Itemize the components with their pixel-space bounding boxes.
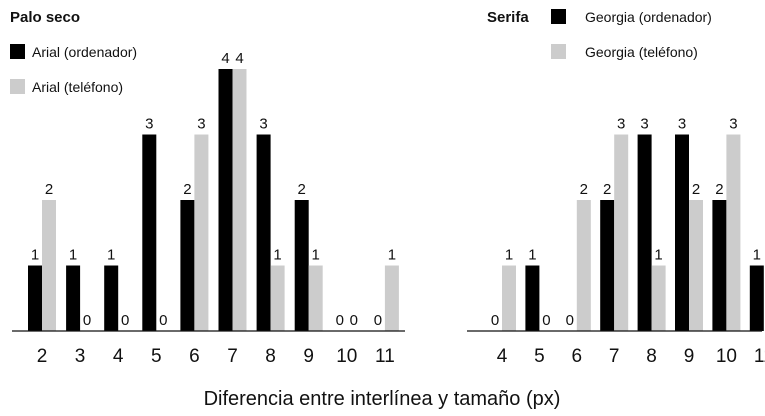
data-label-arial-ordenador-7: 4 <box>221 50 229 67</box>
data-label-arial-ordenador-8: 3 <box>259 116 267 133</box>
chart-right-title: Serifa <box>487 9 529 26</box>
x-tick-label-4: 4 <box>497 346 508 367</box>
x-tick-label-7: 7 <box>609 346 620 367</box>
data-label-arial-telefono-7: 4 <box>235 50 243 67</box>
data-label-arial-ordenador-11: 0 <box>374 312 382 329</box>
x-tick-label-6: 6 <box>189 346 200 367</box>
x-tick-label-3: 3 <box>75 346 86 367</box>
data-label-georgia-ordenador-6: 0 <box>566 312 574 329</box>
bar-georgia-ordenador-5 <box>525 265 540 331</box>
bar-georgia-ordenador-9 <box>675 134 689 331</box>
bar-georgia-telefono-7 <box>614 134 629 331</box>
legend-label-georgia-ordenador: Georgia (ordenador) <box>585 9 712 25</box>
x-tick-label-9: 9 <box>303 346 314 367</box>
bar-arial-ordenador-2 <box>28 265 42 331</box>
data-label-georgia-telefono-6: 2 <box>580 181 588 198</box>
bar-arial-ordenador-4 <box>104 265 119 331</box>
x-axis-label: Diferencia entre interlínea y tamaño (px… <box>204 388 561 410</box>
data-label-georgia-ordenador-5: 1 <box>528 247 536 264</box>
data-label-georgia-ordenador-7: 2 <box>603 181 611 198</box>
data-label-arial-telefono-5: 0 <box>159 312 167 329</box>
chart-left-legend: Arial (ordenador) Arial (teléfono) <box>10 44 137 95</box>
bar-arial-ordenador-9 <box>294 200 309 331</box>
legend-label-georgia-telefono: Georgia (teléfono) <box>585 44 698 60</box>
data-label-georgia-ordenador-4: 0 <box>491 312 499 329</box>
x-tick-label-4: 4 <box>113 346 124 367</box>
data-label-arial-telefono-2: 2 <box>45 181 53 198</box>
bar-georgia-ordenador-10 <box>712 200 727 331</box>
data-label-georgia-telefono-9: 2 <box>692 181 700 198</box>
chart-left-title: Palo seco <box>10 9 80 26</box>
x-tick-label-8: 8 <box>265 346 276 367</box>
x-tick-label-11: 11 <box>375 346 395 367</box>
bar-arial-ordenador-6 <box>180 200 195 331</box>
chart-right: Serifa Georgia (ordenador) Georgia (telé… <box>467 9 765 367</box>
data-label-arial-telefono-4: 0 <box>121 312 129 329</box>
data-label-arial-ordenador-2: 1 <box>31 247 39 264</box>
bar-georgia-telefono-6 <box>576 200 591 331</box>
bar-georgia-telefono-4 <box>502 265 516 331</box>
data-label-arial-telefono-3: 0 <box>83 312 91 329</box>
data-label-arial-ordenador-5: 3 <box>145 116 153 133</box>
x-tick-label-10: 10 <box>336 346 357 367</box>
data-label-georgia-telefono-5: 0 <box>542 312 550 329</box>
bar-arial-ordenador-7 <box>218 69 233 331</box>
bar-georgia-telefono-9 <box>689 200 703 331</box>
x-tick-label-9: 9 <box>684 346 695 367</box>
data-label-arial-ordenador-10: 0 <box>336 312 344 329</box>
data-label-arial-telefono-9: 1 <box>312 247 320 264</box>
legend-swatch-arial-telefono <box>10 79 25 94</box>
data-label-georgia-telefono-10: 3 <box>729 116 737 133</box>
data-label-arial-telefono-8: 1 <box>273 247 281 264</box>
data-label-arial-ordenador-6: 2 <box>183 181 191 198</box>
chart-left: Palo seco Arial (ordenador) Arial (teléf… <box>10 9 405 367</box>
chart-right-bars: 0110022331322310 <box>491 116 764 331</box>
x-tick-label-10: 10 <box>716 346 737 367</box>
legend-swatch-georgia-ordenador <box>551 9 566 24</box>
bar-arial-telefono-6 <box>194 134 209 331</box>
x-tick-label-5: 5 <box>534 346 545 367</box>
data-label-arial-telefono-10: 0 <box>350 312 358 329</box>
data-label-arial-telefono-6: 3 <box>197 116 205 133</box>
x-tick-label-11: 11 <box>754 346 765 367</box>
x-tick-label-6: 6 <box>572 346 583 367</box>
data-label-arial-ordenador-9: 2 <box>298 181 306 198</box>
legend-swatch-georgia-telefono <box>551 44 566 59</box>
legend-label-arial-ordenador: Arial (ordenador) <box>32 44 137 60</box>
data-label-arial-ordenador-4: 1 <box>107 247 115 264</box>
bar-arial-telefono-7 <box>232 69 247 331</box>
chart-right-legend: Georgia (ordenador) Georgia (teléfono) <box>551 9 712 60</box>
data-label-georgia-ordenador-11: 1 <box>753 247 761 264</box>
data-label-arial-ordenador-3: 1 <box>69 247 77 264</box>
bar-arial-telefono-11 <box>384 265 399 331</box>
bar-arial-telefono-8 <box>270 265 285 331</box>
chart-right-tick-labels: 4 5 6 7 8 9 10 11 <box>497 346 765 367</box>
data-label-georgia-telefono-8: 1 <box>654 247 662 264</box>
x-tick-label-2: 2 <box>37 346 48 367</box>
bar-georgia-telefono-10 <box>726 134 741 331</box>
bar-georgia-ordenador-7 <box>600 200 615 331</box>
legend-swatch-arial-ordenador <box>10 44 25 59</box>
x-tick-label-5: 5 <box>151 346 162 367</box>
bar-georgia-telefono-8 <box>651 265 666 331</box>
bar-arial-ordenador-3 <box>66 265 81 331</box>
data-label-georgia-ordenador-8: 3 <box>640 116 648 133</box>
bar-georgia-ordenador-11 <box>749 265 764 331</box>
bar-arial-ordenador-8 <box>256 134 271 331</box>
data-label-arial-telefono-11: 1 <box>388 247 396 264</box>
x-tick-label-7: 7 <box>227 346 238 367</box>
chart-left-tick-labels: 2 3 4 5 6 7 8 9 10 11 <box>37 346 395 367</box>
bar-arial-telefono-2 <box>42 200 56 331</box>
legend-label-arial-telefono: Arial (teléfono) <box>32 79 123 95</box>
x-tick-label-8: 8 <box>646 346 657 367</box>
data-label-georgia-ordenador-9: 3 <box>678 116 686 133</box>
data-label-georgia-ordenador-10: 2 <box>715 181 723 198</box>
bar-georgia-ordenador-8 <box>637 134 652 331</box>
data-label-georgia-telefono-4: 1 <box>505 247 513 264</box>
data-label-georgia-telefono-7: 3 <box>617 116 625 133</box>
bar-arial-ordenador-5 <box>142 134 157 331</box>
bar-arial-telefono-9 <box>308 265 323 331</box>
